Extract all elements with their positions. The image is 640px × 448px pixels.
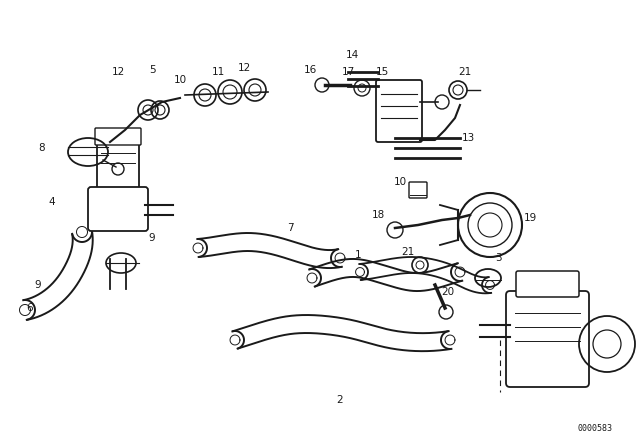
Text: 12: 12 bbox=[237, 63, 251, 73]
Text: 6: 6 bbox=[27, 303, 33, 313]
Text: 1: 1 bbox=[355, 250, 362, 260]
Text: 11: 11 bbox=[211, 67, 225, 77]
Text: 21: 21 bbox=[401, 247, 415, 257]
Text: 20: 20 bbox=[442, 287, 454, 297]
Text: 10: 10 bbox=[173, 75, 187, 85]
Polygon shape bbox=[23, 230, 93, 320]
FancyBboxPatch shape bbox=[88, 187, 148, 231]
Polygon shape bbox=[232, 315, 451, 351]
Text: 18: 18 bbox=[371, 210, 385, 220]
Polygon shape bbox=[359, 257, 491, 293]
Text: 17: 17 bbox=[341, 67, 355, 77]
Text: 2: 2 bbox=[337, 395, 343, 405]
Text: 9: 9 bbox=[148, 233, 156, 243]
Text: 13: 13 bbox=[461, 133, 475, 143]
FancyBboxPatch shape bbox=[516, 271, 579, 297]
Text: 16: 16 bbox=[303, 65, 317, 75]
Text: 4: 4 bbox=[49, 197, 55, 207]
FancyBboxPatch shape bbox=[376, 80, 422, 142]
Text: 15: 15 bbox=[376, 67, 388, 77]
Text: 7: 7 bbox=[287, 223, 293, 233]
Polygon shape bbox=[309, 259, 462, 291]
Text: 10: 10 bbox=[394, 177, 406, 187]
Text: 9: 9 bbox=[35, 280, 42, 290]
FancyBboxPatch shape bbox=[95, 128, 141, 145]
FancyBboxPatch shape bbox=[409, 182, 427, 198]
Text: 21: 21 bbox=[458, 67, 472, 77]
Text: 12: 12 bbox=[111, 67, 125, 77]
Text: 3: 3 bbox=[495, 253, 501, 263]
Text: 0000583: 0000583 bbox=[577, 423, 612, 432]
Text: 19: 19 bbox=[524, 213, 536, 223]
Polygon shape bbox=[197, 233, 342, 268]
Text: 8: 8 bbox=[38, 143, 45, 153]
Text: 5: 5 bbox=[148, 65, 156, 75]
Text: 14: 14 bbox=[346, 50, 358, 60]
FancyBboxPatch shape bbox=[97, 141, 139, 223]
FancyBboxPatch shape bbox=[506, 291, 589, 387]
